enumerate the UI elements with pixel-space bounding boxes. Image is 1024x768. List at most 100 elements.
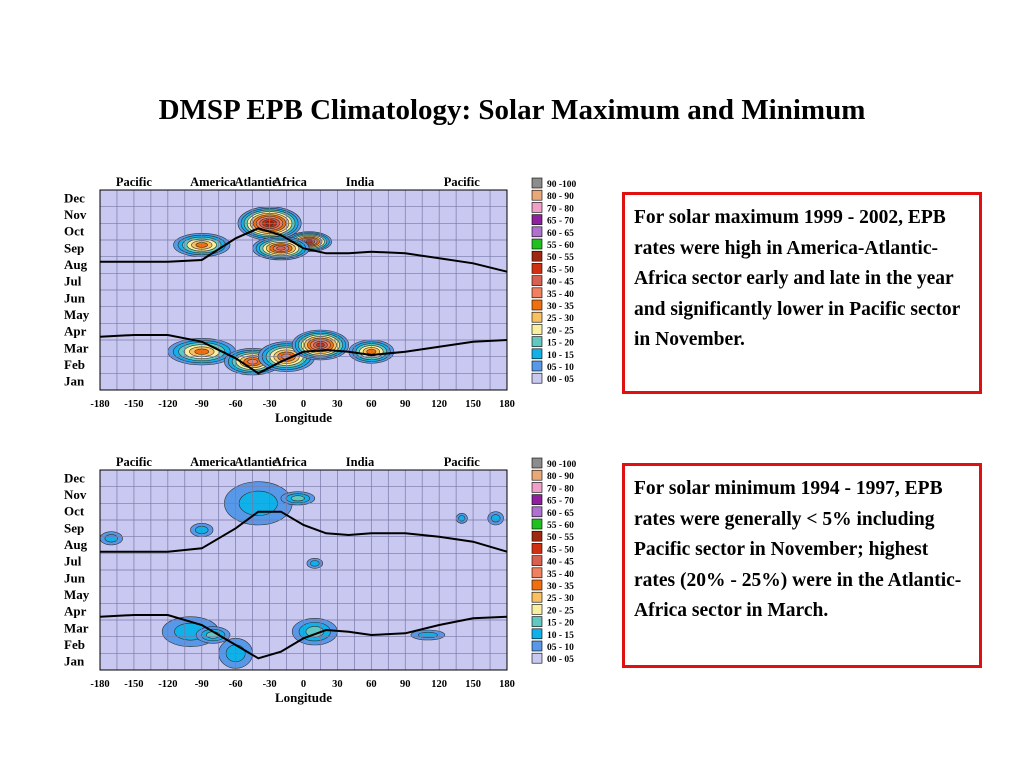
legend-swatch-6 <box>531 250 543 262</box>
legend-swatch-11 <box>531 591 543 603</box>
legend-label-16: 00 - 05 <box>547 655 574 665</box>
legend-swatch-12 <box>531 604 543 615</box>
legend-label-0: 90 -100 <box>547 460 577 470</box>
x-axis-label: Longitude <box>275 410 332 425</box>
x-tick-label-0: -180 <box>90 679 109 690</box>
sector-label-5: Pacific <box>444 175 481 189</box>
contour-blob-8-7 <box>276 246 286 251</box>
month-label-feb: Feb <box>64 637 85 652</box>
contour-blob-11-1 <box>104 534 118 543</box>
month-label-oct: Oct <box>64 504 85 519</box>
legend-swatch-3 <box>531 494 543 505</box>
x-tick-label-4: -60 <box>229 679 243 690</box>
month-label-dec: Dec <box>64 190 85 205</box>
month-label-apr: Apr <box>64 324 87 339</box>
month-label-feb: Feb <box>64 357 85 372</box>
legend-label-2: 70 - 80 <box>547 484 574 494</box>
terminator-line-2 <box>100 227 508 273</box>
x-tick-label-0: -180 <box>90 399 109 410</box>
legend-label-10: 30 - 35 <box>547 582 574 592</box>
legend-label-5: 55 - 60 <box>547 241 574 251</box>
x-tick-label-3: -90 <box>195 679 209 690</box>
plot-frame <box>99 189 508 391</box>
solar-maximum-chart: Jan Feb Mar Apr May Jun Jul Aug Sep Oct Nov Dec Paci… <box>55 170 595 440</box>
x-tick-label-5: -30 <box>263 679 277 690</box>
legend-label-1: 80 - 90 <box>547 192 574 202</box>
legend-label-2: 70 - 80 <box>547 204 574 214</box>
legend-swatch-0 <box>531 457 543 469</box>
legend-swatch-10 <box>531 579 543 591</box>
month-label-jun: Jun <box>64 290 86 305</box>
legend-swatch-7 <box>531 263 543 274</box>
contour-blob-8-1 <box>310 560 320 567</box>
x-tick-label-7: 30 <box>332 679 343 690</box>
legend-label-15: 05 - 10 <box>547 643 574 653</box>
x-tick-label-5: -30 <box>263 399 277 410</box>
month-label-apr: Apr <box>64 604 87 619</box>
month-label-dec: Dec <box>64 470 85 485</box>
legend-label-13: 15 - 20 <box>547 619 574 629</box>
terminator-line-2 <box>100 510 508 553</box>
x-tick-label-8: 60 <box>366 679 377 690</box>
x-tick-label-6: 0 <box>301 399 306 410</box>
legend-label-12: 20 - 25 <box>547 606 574 616</box>
legend-swatch-15 <box>531 360 543 372</box>
contour-blob-6-8 <box>305 239 313 244</box>
legend-label-14: 10 - 15 <box>547 351 574 361</box>
sector-label-1: America <box>190 455 237 469</box>
month-label-may: May <box>64 307 90 322</box>
legend-swatch-0 <box>531 177 543 189</box>
terminator-line-1 <box>99 614 508 660</box>
legend-label-12: 20 - 25 <box>547 326 574 336</box>
legend-label-11: 25 - 30 <box>547 594 574 604</box>
legend-swatch-11 <box>531 311 543 323</box>
sector-label-4: India <box>346 455 375 469</box>
x-tick-label-8: 60 <box>366 399 377 410</box>
sector-label-0: Pacific <box>116 175 153 189</box>
legend-swatch-8 <box>531 555 543 566</box>
plot-frame <box>99 469 508 671</box>
solar-maximum-note: For solar maximum 1999 - 2002, EPB rates… <box>622 192 982 394</box>
x-tick-label-10: 120 <box>431 399 447 410</box>
legend-swatch-9 <box>531 567 543 579</box>
month-label-mar: Mar <box>64 620 89 635</box>
month-label-aug: Aug <box>64 537 88 552</box>
x-tick-label-2: -120 <box>158 679 177 690</box>
month-label-jul: Jul <box>64 274 82 289</box>
legend-swatch-3 <box>531 214 543 225</box>
terminator-line-1 <box>99 334 508 375</box>
sector-label-1: America <box>190 175 237 189</box>
legend-label-10: 30 - 35 <box>547 302 574 312</box>
legend-swatch-13 <box>531 336 543 347</box>
legend-swatch-2 <box>531 482 543 493</box>
legend-label-0: 90 -100 <box>547 180 577 190</box>
legend-label-9: 35 - 40 <box>547 290 574 300</box>
month-label-aug: Aug <box>64 257 88 272</box>
legend-label-7: 45 - 50 <box>547 265 574 275</box>
legend-swatch-16 <box>531 652 543 664</box>
month-label-jan: Jan <box>64 654 85 669</box>
legend-label-6: 50 - 55 <box>547 253 574 263</box>
solar-minimum-note: For solar minimum 1994 - 1997, EPB rates… <box>622 463 982 668</box>
x-tick-label-4: -60 <box>229 399 243 410</box>
x-axis-label: Longitude <box>275 690 332 705</box>
legend-swatch-5 <box>531 238 543 250</box>
legend-swatch-2 <box>531 202 543 213</box>
contour-blob-10-1 <box>490 514 501 523</box>
legend-label-15: 05 - 10 <box>547 363 574 373</box>
x-tick-label-1: -150 <box>124 679 143 690</box>
month-label-jul: Jul <box>64 554 82 569</box>
legend-swatch-6 <box>531 530 543 542</box>
x-tick-label-1: -150 <box>124 399 143 410</box>
legend-swatch-9 <box>531 287 543 299</box>
month-label-sep: Sep <box>64 520 84 535</box>
legend-label-8: 40 - 45 <box>547 558 574 568</box>
legend-swatch-10 <box>531 299 543 311</box>
month-label-jun: Jun <box>64 570 86 585</box>
legend-swatch-12 <box>531 324 543 335</box>
legend-label-1: 80 - 90 <box>547 472 574 482</box>
x-tick-label-9: 90 <box>400 399 411 410</box>
legend-label-11: 25 - 30 <box>547 314 574 324</box>
